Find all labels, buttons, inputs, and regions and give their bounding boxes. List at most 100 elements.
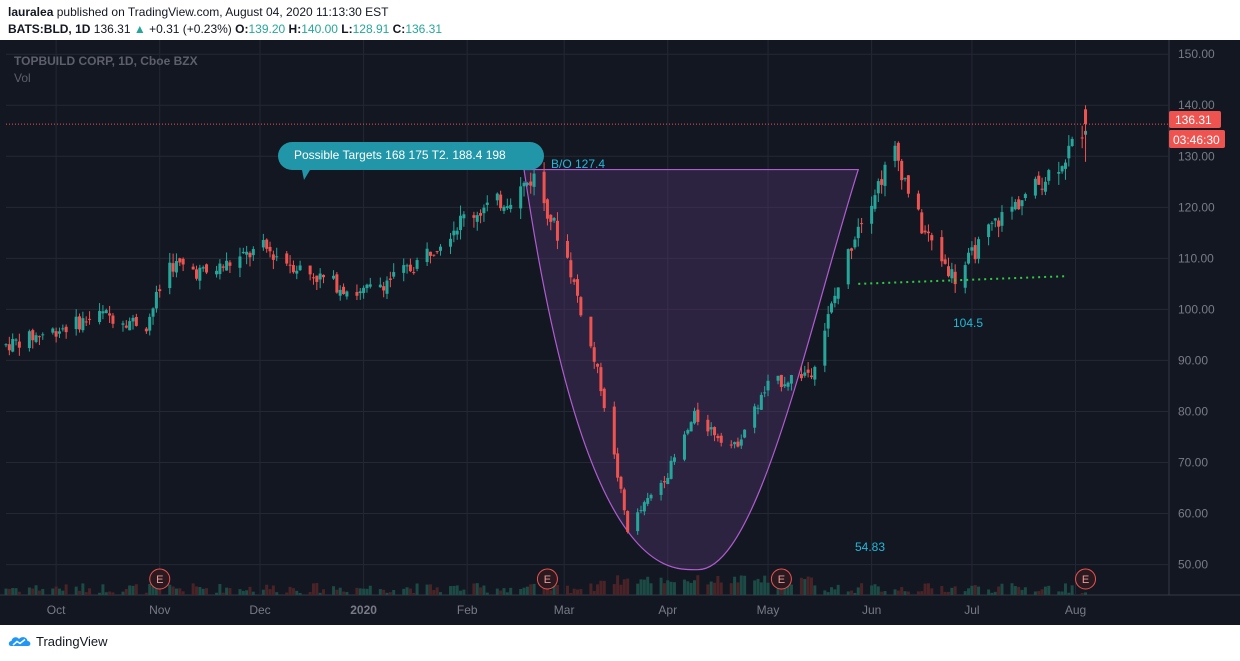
candle-body xyxy=(736,441,740,447)
candle-body xyxy=(435,251,439,253)
candle-body xyxy=(592,347,596,362)
volume-bar xyxy=(806,576,810,595)
volume-bar xyxy=(251,591,255,595)
candle-body xyxy=(1023,194,1027,199)
volume-bar xyxy=(923,583,927,595)
volume-bar xyxy=(275,592,279,595)
volume-bar xyxy=(332,586,336,595)
volume-bar xyxy=(719,582,723,595)
candle-body xyxy=(576,279,580,296)
candle-body xyxy=(946,266,950,277)
volume-bar xyxy=(388,592,392,595)
time-tick-label: 2020 xyxy=(350,603,377,617)
candle-body xyxy=(462,214,466,219)
volume-bar xyxy=(288,586,292,595)
volume-bar xyxy=(342,591,346,595)
volume-bar xyxy=(11,588,15,595)
volume-bar xyxy=(826,592,830,595)
candle-body xyxy=(154,291,158,309)
volume-bar xyxy=(41,588,45,595)
volume-bar xyxy=(926,583,930,595)
candle-body xyxy=(906,175,910,194)
targets-callout[interactable]: Possible Targets 168 175 T2. 188.4 198 xyxy=(278,142,544,180)
volume-bar xyxy=(950,587,954,595)
volume-bar xyxy=(158,585,162,595)
volume-bar xyxy=(716,575,720,595)
candle-body xyxy=(472,215,476,218)
candle-body xyxy=(1040,188,1044,190)
volume-bar xyxy=(920,591,924,595)
candle-body xyxy=(1047,170,1051,181)
support-trendline[interactable] xyxy=(858,275,1066,285)
candle-body xyxy=(124,325,128,328)
candle-body xyxy=(378,284,382,288)
volume-bar xyxy=(766,582,770,595)
volume-bar xyxy=(502,588,506,595)
earnings-marker-label: E xyxy=(1082,574,1089,586)
candle-body xyxy=(459,215,463,231)
volume-bar xyxy=(739,575,743,595)
earnings-marker[interactable] xyxy=(536,568,558,590)
volume-bar xyxy=(1033,591,1037,595)
volume-bar xyxy=(636,583,640,595)
volume-bar xyxy=(245,590,249,595)
volume-bar xyxy=(813,585,817,595)
volume-bar xyxy=(151,586,155,595)
candle-body xyxy=(1037,175,1041,185)
price-chart[interactable]: 150.00 140.00 130.00 120.00 110.00 100.00 90.0… xyxy=(0,40,1240,625)
candle-body xyxy=(308,265,312,275)
candle-body xyxy=(873,195,877,209)
volume-bar xyxy=(896,590,900,595)
volume-bar xyxy=(786,584,790,595)
earnings-marker[interactable] xyxy=(1075,568,1097,590)
candle-body xyxy=(131,317,135,322)
volume-bar xyxy=(619,584,623,595)
volume-bar xyxy=(51,588,55,595)
earnings-marker[interactable] xyxy=(770,568,792,590)
candle-body xyxy=(338,289,342,296)
candle-body xyxy=(482,207,486,214)
volume-bar xyxy=(970,585,974,595)
volume-bar xyxy=(809,577,813,595)
volume-bar xyxy=(599,580,603,595)
volume-bar xyxy=(27,587,31,595)
volume-bar xyxy=(696,575,700,595)
candle-body xyxy=(54,331,58,337)
volume-bar xyxy=(61,590,65,595)
candle-body xyxy=(438,246,442,251)
price-tick-label: 150.00 xyxy=(1178,47,1215,61)
tradingview-logo[interactable]: TradingView xyxy=(8,633,108,649)
candle-body xyxy=(358,291,362,294)
candle-body xyxy=(893,145,897,161)
volume-bar xyxy=(205,588,209,595)
candle-body xyxy=(57,331,61,334)
countdown-tag-text: 03:46:30 xyxy=(1173,133,1220,147)
volume-bar xyxy=(479,587,483,595)
candle-body xyxy=(789,375,793,384)
volume-bar xyxy=(713,582,717,595)
candle-body xyxy=(322,274,326,278)
candle-body xyxy=(191,266,195,270)
candle-body xyxy=(649,494,653,499)
candle-body xyxy=(646,498,650,504)
cup-pattern-shape[interactable] xyxy=(523,168,860,571)
volume-bar xyxy=(412,592,416,595)
volume-bar xyxy=(967,588,971,595)
candle-body xyxy=(626,511,630,532)
earnings-marker[interactable] xyxy=(149,568,171,590)
candle-body xyxy=(37,336,41,338)
volume-bar xyxy=(392,589,396,595)
targets-callout-box xyxy=(278,142,544,180)
volume-bar xyxy=(322,589,326,595)
volume-bar xyxy=(686,581,690,595)
time-tick-label: Jul xyxy=(964,603,979,617)
author-name[interactable]: lauralea xyxy=(8,5,54,19)
footer: TradingView xyxy=(0,625,1240,661)
candle-body xyxy=(101,311,105,314)
volume-bar xyxy=(271,585,275,595)
volume-bar xyxy=(753,580,757,595)
volume-bar xyxy=(509,587,513,595)
candle-body xyxy=(619,476,623,489)
price-tick-label: 90.00 xyxy=(1178,353,1208,367)
